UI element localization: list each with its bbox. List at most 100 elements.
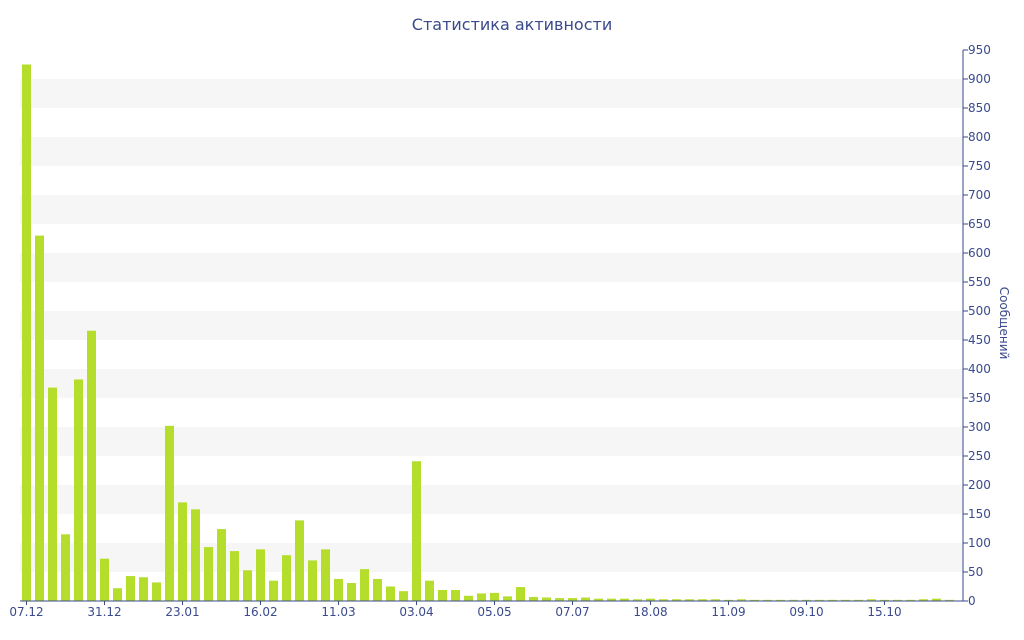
grid-band bbox=[20, 195, 963, 224]
bar bbox=[906, 599, 915, 601]
bar bbox=[204, 547, 213, 601]
grid-band bbox=[20, 79, 963, 108]
bar bbox=[633, 599, 642, 601]
grid-band bbox=[20, 253, 963, 282]
bar bbox=[828, 599, 837, 601]
y-tick-label: 600 bbox=[968, 246, 991, 260]
bar bbox=[386, 586, 395, 601]
y-tick-label: 900 bbox=[968, 72, 991, 86]
bar bbox=[477, 593, 486, 601]
bar bbox=[347, 583, 356, 601]
y-axis-label: Сообщений bbox=[997, 287, 1011, 360]
y-axis: 0 50 100 150 200 250 300 350 400 450 500 550 600 650 7… bbox=[962, 43, 991, 608]
x-tick-label: 11.09 bbox=[711, 605, 745, 619]
bar bbox=[542, 597, 551, 601]
bar bbox=[334, 578, 343, 601]
bar bbox=[113, 588, 122, 601]
y-tick-label: 250 bbox=[968, 449, 991, 463]
bar bbox=[711, 599, 720, 601]
x-tick-label: 15.10 bbox=[867, 605, 901, 619]
bar bbox=[672, 599, 681, 601]
bar bbox=[74, 379, 83, 601]
grid-band bbox=[20, 369, 963, 398]
bar bbox=[841, 599, 850, 601]
bar bbox=[438, 589, 447, 601]
y-tick-label: 50 bbox=[968, 565, 983, 579]
x-tick-label: 09.10 bbox=[789, 605, 823, 619]
bar bbox=[750, 599, 759, 601]
x-tick-label: 07.12 bbox=[9, 605, 43, 619]
bar bbox=[763, 599, 772, 601]
grid-band bbox=[20, 427, 963, 456]
y-tick-label: 0 bbox=[968, 594, 976, 608]
x-tick-label: 05.05 bbox=[477, 605, 511, 619]
bar bbox=[607, 598, 616, 601]
bar bbox=[490, 592, 499, 601]
bar bbox=[919, 599, 928, 601]
bar bbox=[503, 596, 512, 601]
bar bbox=[789, 599, 798, 601]
y-tick-label: 850 bbox=[968, 101, 991, 115]
bar bbox=[360, 569, 369, 601]
bar bbox=[451, 589, 460, 601]
bar bbox=[152, 582, 161, 601]
bar bbox=[854, 599, 863, 601]
y-tick-label: 400 bbox=[968, 362, 991, 376]
y-tick-label: 350 bbox=[968, 391, 991, 405]
bar bbox=[243, 570, 252, 601]
bar bbox=[22, 64, 31, 601]
y-tick-label: 450 bbox=[968, 333, 991, 347]
bar bbox=[581, 597, 590, 601]
bar bbox=[295, 520, 304, 601]
bar bbox=[516, 587, 525, 601]
y-tick-label: 500 bbox=[968, 304, 991, 318]
bar bbox=[646, 598, 655, 601]
bar bbox=[256, 549, 265, 601]
bar bbox=[269, 580, 278, 601]
bar bbox=[594, 598, 603, 601]
grid-band bbox=[20, 137, 963, 166]
bar bbox=[620, 598, 629, 601]
grid-bands bbox=[20, 79, 963, 572]
bar bbox=[932, 598, 941, 601]
grid-band bbox=[20, 543, 963, 572]
y-tick-label: 300 bbox=[968, 420, 991, 434]
bar bbox=[308, 560, 317, 601]
bar bbox=[230, 551, 239, 601]
bar bbox=[165, 425, 174, 601]
bar bbox=[399, 591, 408, 601]
bar bbox=[139, 577, 148, 601]
bar bbox=[724, 599, 733, 601]
bar bbox=[867, 599, 876, 601]
bar bbox=[880, 599, 889, 601]
chart-title: Статистика активности bbox=[411, 15, 613, 34]
x-tick-label: 31.12 bbox=[87, 605, 121, 619]
bar bbox=[373, 578, 382, 601]
bar bbox=[178, 502, 187, 601]
bar bbox=[568, 598, 577, 601]
y-tick-label: 700 bbox=[968, 188, 991, 202]
bar bbox=[425, 580, 434, 601]
x-tick-label: 18.08 bbox=[633, 605, 667, 619]
bar bbox=[191, 509, 200, 601]
bar bbox=[815, 599, 824, 601]
y-tick-label: 200 bbox=[968, 478, 991, 492]
x-tick-label: 16.02 bbox=[243, 605, 277, 619]
y-tick-label: 150 bbox=[968, 507, 991, 521]
bar bbox=[464, 595, 473, 601]
x-axis: 07.12 31.12 23.01 16.02 11.03 03.04 05.05 07.07… bbox=[9, 600, 963, 619]
grid-band bbox=[20, 311, 963, 340]
bar bbox=[776, 599, 785, 601]
bars bbox=[22, 64, 954, 601]
bar bbox=[282, 555, 291, 601]
bar bbox=[737, 599, 746, 601]
bar bbox=[555, 598, 564, 601]
x-tick-label: 11.03 bbox=[321, 605, 355, 619]
bar bbox=[945, 599, 954, 601]
x-tick-label: 03.04 bbox=[399, 605, 433, 619]
x-tick-label: 23.01 bbox=[165, 605, 199, 619]
x-tick-label: 07.07 bbox=[555, 605, 589, 619]
y-tick-label: 950 bbox=[968, 43, 991, 57]
y-tick-label: 100 bbox=[968, 536, 991, 550]
